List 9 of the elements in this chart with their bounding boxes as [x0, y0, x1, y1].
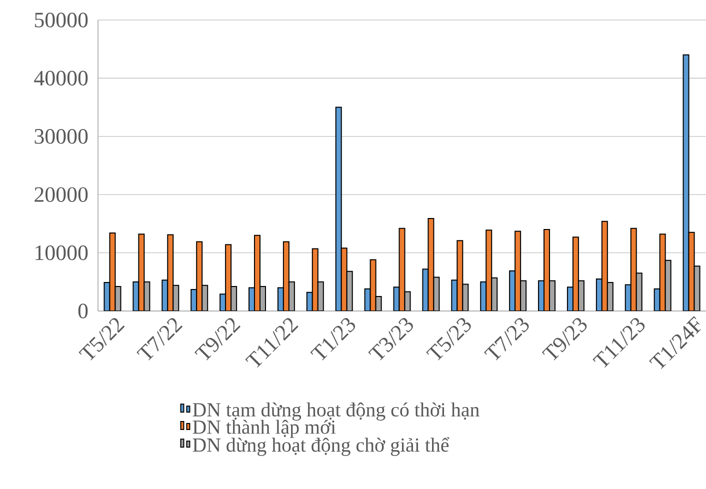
legend-label: DN thành lập mới [192, 420, 336, 438]
legend-label: DN tạm dừng hoạt động có thời hạn [192, 402, 480, 421]
y-tick-label: 40000 [34, 70, 88, 86]
legend-label: DN dừng hoạt động chờ giải thể [192, 437, 450, 456]
y-tick-label: 0 [78, 304, 88, 318]
y-tick-label: 30000 [34, 128, 88, 144]
y-tick-label: 10000 [36, 245, 88, 260]
y-tick-label: 50000 [34, 12, 88, 28]
y-tick-label: 20000 [34, 187, 88, 202]
